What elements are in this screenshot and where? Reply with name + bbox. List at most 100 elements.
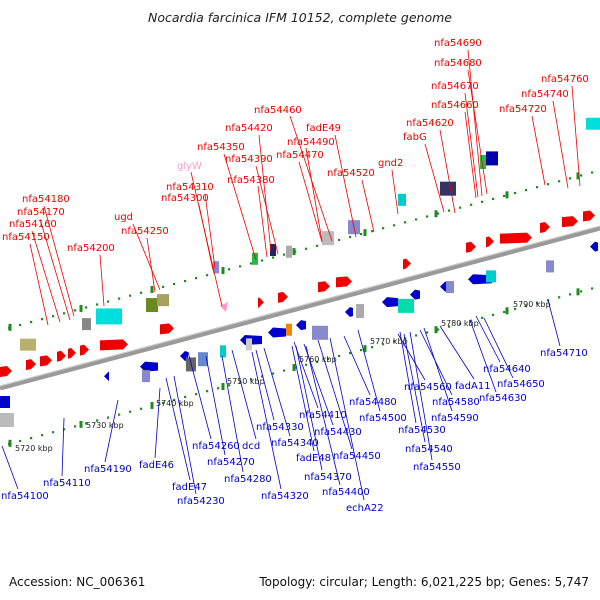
gene-label[interactable]: fadE49 — [306, 123, 341, 134]
rail-dot — [30, 437, 33, 440]
scale-label: 5730 kbp — [86, 421, 124, 430]
gene-label[interactable]: nfa54640 — [483, 364, 531, 375]
gene-label[interactable]: fadE48 — [296, 453, 331, 464]
rail-dot — [470, 203, 473, 206]
gene-block — [220, 345, 226, 358]
forward-gene-arrow — [540, 222, 550, 233]
gene-block — [586, 117, 600, 130]
gene-label[interactable]: nfa54480 — [349, 397, 397, 408]
gene-label[interactable]: nfa54260 — [192, 441, 240, 452]
gene-label[interactable]: nfa54650 — [497, 379, 545, 390]
gene-label[interactable]: nfa54550 — [413, 462, 461, 473]
gene-label[interactable]: nfa54460 — [254, 105, 302, 116]
gene-label[interactable]: nfa54180 — [22, 194, 70, 205]
gene-label[interactable]: nfa54150 — [2, 232, 50, 243]
forward-gene-arrow — [486, 236, 494, 248]
forward-gene-arrow — [26, 359, 36, 371]
gene-label[interactable]: nfa54450 — [333, 451, 381, 462]
gene-label[interactable]: nfa54300 — [161, 193, 209, 204]
gene-block — [286, 245, 292, 258]
gene-label[interactable]: nfa54670 — [431, 81, 479, 92]
gene-label[interactable]: nfa54110 — [43, 478, 91, 489]
gene-label[interactable]: nfa54280 — [224, 474, 272, 485]
gene-label[interactable]: nfa54680 — [434, 58, 482, 69]
gene-label[interactable]: gnd2 — [378, 158, 403, 169]
trna-label[interactable]: glyW — [177, 161, 202, 172]
gene-label[interactable]: nfa54540 — [405, 444, 453, 455]
gene-label[interactable]: nfa54580 — [432, 397, 480, 408]
gene-block — [322, 231, 334, 246]
gene-label[interactable]: nfa54560 — [404, 382, 452, 393]
rail-dot — [492, 313, 495, 316]
gene-label[interactable]: nfa54390 — [225, 154, 273, 165]
gene-label[interactable]: nfa54430 — [314, 427, 362, 438]
rail-dot — [239, 265, 242, 268]
gene-label[interactable]: nfa54490 — [287, 137, 335, 148]
gene-label[interactable]: ugd — [114, 212, 133, 223]
gene-label[interactable]: nfa54100 — [1, 491, 49, 502]
scale-tick — [505, 191, 509, 199]
gene-label[interactable]: nfa54350 — [197, 142, 245, 153]
gene-label[interactable]: nfa54380 — [227, 175, 275, 186]
gene-label[interactable]: fadA11 — [455, 381, 491, 392]
gene-label[interactable]: fadE46 — [139, 460, 174, 471]
leader-line — [439, 129, 456, 214]
gene-label[interactable]: nfa54370 — [304, 472, 352, 483]
rail-dot — [360, 233, 363, 236]
scale-tick — [363, 345, 367, 353]
rail-dot — [206, 390, 209, 393]
rail-dot — [316, 244, 319, 247]
gene-label[interactable]: nfa54740 — [521, 89, 569, 100]
forward-gene-arrow — [562, 216, 578, 228]
gene-label[interactable]: nfa54660 — [431, 100, 479, 111]
gene-label[interactable]: nfa54500 — [359, 413, 407, 424]
gene-label[interactable]: nfa54230 — [177, 496, 225, 507]
gene-label[interactable]: nfa54420 — [225, 123, 273, 134]
forward-gene-arrow — [278, 291, 288, 303]
gene-label[interactable]: nfa54410 — [299, 410, 347, 421]
gene-label[interactable]: nfa54520 — [327, 168, 375, 179]
rail-dot — [41, 318, 44, 321]
gene-label[interactable]: nfa54160 — [9, 219, 57, 230]
gene-label[interactable]: echA22 — [346, 503, 384, 514]
gene-label[interactable]: nfa54190 — [84, 464, 132, 475]
scale-tick — [79, 304, 83, 312]
gene-label[interactable]: nfa54710 — [540, 348, 588, 359]
gene-label[interactable]: nfa54630 — [479, 393, 527, 404]
leader-line — [154, 387, 161, 459]
gene-label[interactable]: nfa54720 — [499, 104, 547, 115]
gene-label[interactable]: fadE47 — [172, 482, 207, 493]
gene-label[interactable]: nfa54690 — [434, 38, 482, 49]
scale-tick — [505, 307, 509, 315]
gene-label[interactable]: nfa54530 — [398, 425, 446, 436]
leader-line — [467, 49, 483, 197]
rail-dot — [107, 300, 110, 303]
rail-dot — [173, 398, 176, 402]
gene-label[interactable]: nfa54340 — [271, 438, 319, 449]
gene-label[interactable]: dcd — [242, 441, 260, 452]
gene-label[interactable]: nfa54270 — [207, 457, 255, 468]
leader-line — [305, 147, 323, 242]
leader-line — [547, 299, 561, 347]
gene-label[interactable]: fabG — [403, 132, 427, 143]
reverse-gene-arrow — [296, 320, 306, 331]
gene-label[interactable]: nfa54200 — [67, 243, 115, 254]
gene-label[interactable]: nfa54470 — [276, 150, 324, 161]
gene-label[interactable]: nfa54250 — [121, 226, 169, 237]
rail-dot — [195, 393, 198, 396]
gene-label[interactable]: nfa54310 — [166, 182, 214, 193]
gene-label[interactable]: nfa54170 — [17, 207, 65, 218]
gene-label[interactable]: nfa54330 — [256, 422, 304, 433]
gene-label[interactable]: nfa54400 — [322, 487, 370, 498]
rail-dot — [283, 369, 286, 372]
backbone-highlight — [0, 225, 600, 387]
rail-dot — [459, 206, 462, 209]
gene-label[interactable]: nfa54590 — [431, 413, 479, 424]
rail-dot — [184, 395, 187, 399]
gene-label[interactable]: nfa54760 — [541, 74, 589, 85]
leader-line — [409, 331, 433, 461]
gene-label[interactable]: nfa54320 — [261, 491, 309, 502]
gene-label[interactable]: nfa54620 — [406, 118, 454, 129]
forward-gene-arrow — [160, 323, 174, 335]
rail-dot — [250, 378, 253, 381]
